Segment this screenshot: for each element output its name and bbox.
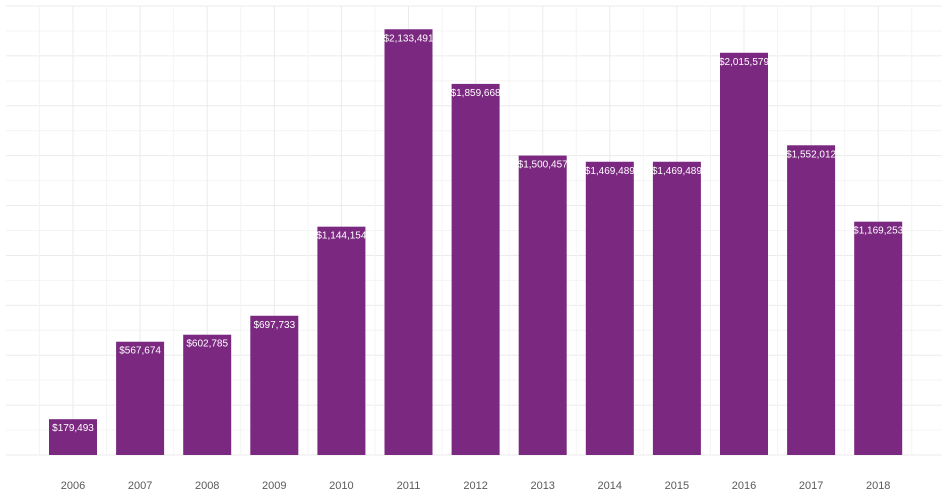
x-tick-label-2006: 2006 bbox=[61, 480, 85, 492]
x-tick-label-2018: 2018 bbox=[866, 480, 890, 492]
bar-value-label-2018: $1,169,253 bbox=[853, 226, 903, 237]
bar-2014 bbox=[585, 161, 634, 455]
bar-2006 bbox=[49, 419, 97, 455]
x-tick-label-2008: 2008 bbox=[195, 480, 219, 492]
bar-2016 bbox=[720, 52, 768, 455]
bar-2008 bbox=[183, 334, 232, 455]
x-axis-tick-labels: 2006 2007 2008 2009 2010 2011 2012 2013 2014 2015… bbox=[61, 480, 891, 492]
bar-value-label-2015: $1,469,489 bbox=[652, 166, 702, 177]
bar-value-label-2012: $1,859,668 bbox=[451, 88, 501, 99]
bar-2007 bbox=[116, 341, 165, 455]
bar-2018 bbox=[854, 221, 903, 455]
x-tick-label-2007: 2007 bbox=[128, 480, 152, 492]
bar-value-label-2017: $1,552,012 bbox=[786, 149, 836, 160]
bar-value-label-2014: $1,469,489 bbox=[585, 166, 635, 177]
x-tick-label-2016: 2016 bbox=[732, 480, 756, 492]
bar-value-label-2013: $1,500,457 bbox=[518, 160, 568, 171]
bar-2009 bbox=[250, 315, 299, 455]
x-tick-label-2013: 2013 bbox=[530, 480, 554, 492]
bar-value-label-2006: $179,493 bbox=[52, 423, 94, 434]
bars bbox=[49, 29, 903, 456]
x-tick-label-2017: 2017 bbox=[799, 480, 823, 492]
bar-2011 bbox=[384, 29, 433, 455]
x-tick-label-2014: 2014 bbox=[598, 480, 622, 492]
x-tick-label-2011: 2011 bbox=[397, 480, 421, 492]
x-tick-label-2015: 2015 bbox=[665, 480, 689, 492]
x-tick-label-2012: 2012 bbox=[463, 480, 487, 492]
x-tick-label-2010: 2010 bbox=[329, 480, 353, 492]
bar-value-labels: $179,493 $567,674 $602,785 $697,733 $1,144,1… bbox=[52, 33, 904, 434]
bar-2017 bbox=[787, 145, 836, 455]
bar-value-label-2009: $697,733 bbox=[253, 320, 295, 331]
bar-value-label-2007: $567,674 bbox=[119, 346, 161, 357]
bar-2010 bbox=[317, 226, 366, 455]
bar-2015 bbox=[652, 161, 701, 455]
bar-value-label-2011: $2,133,491 bbox=[383, 33, 433, 44]
bar-value-label-2016: $2,015,579 bbox=[719, 57, 769, 68]
bar-2012 bbox=[451, 83, 500, 456]
bar-value-label-2008: $602,785 bbox=[186, 339, 228, 350]
bar-2013 bbox=[518, 155, 567, 455]
x-tick-label-2009: 2009 bbox=[262, 480, 286, 492]
bar-value-label-2010: $1,144,154 bbox=[316, 231, 366, 242]
